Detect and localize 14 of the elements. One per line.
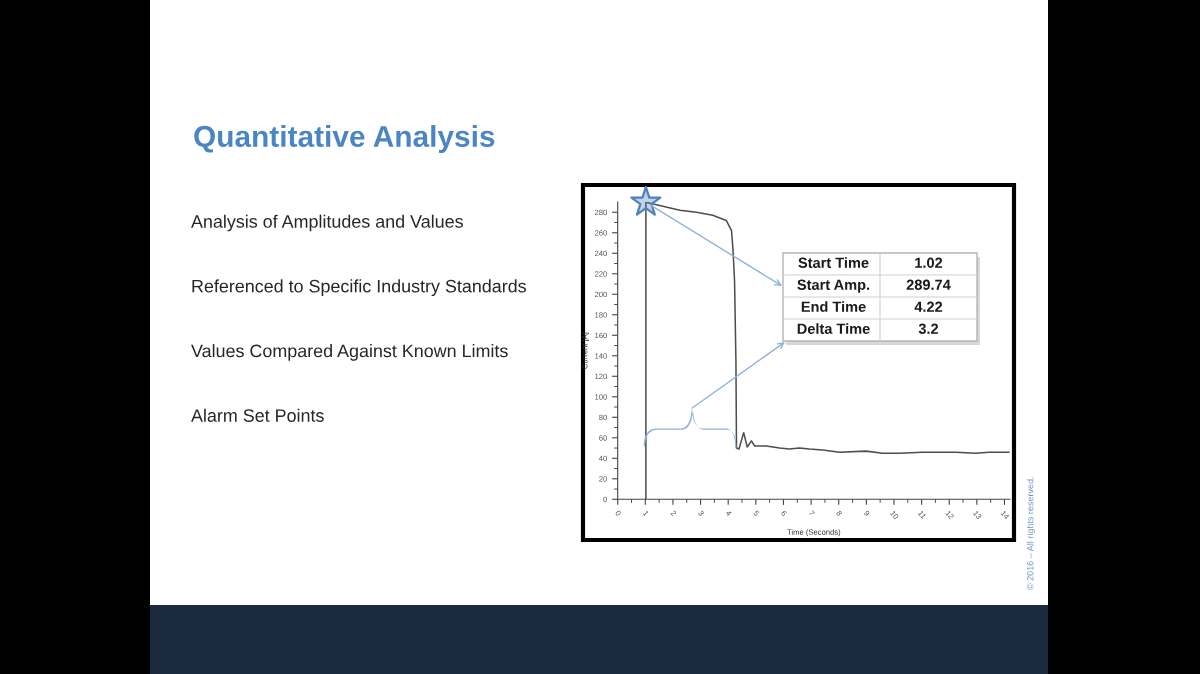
text: © 2016 – All rights reserved. [1026, 477, 1036, 590]
annotation: 289.74 [906, 279, 951, 290]
annotation: Start Time [798, 257, 869, 268]
annotation: End Time [801, 301, 866, 312]
annotation: Delta Time [797, 323, 870, 334]
annotation: 4.22 [914, 301, 943, 312]
annotation: 3.2 [918, 323, 939, 334]
text: Alarm Set Points [191, 408, 324, 422]
text: Quantitative Analysis [194, 125, 495, 153]
annotation: Start Amp. [797, 279, 870, 293]
text: Values Compared Against Known Limits [191, 344, 508, 361]
text: Referenced to Specific Industry Standards [192, 279, 526, 297]
text: Analysis of Amplitudes and Values [191, 214, 463, 232]
annotation: 1.02 [915, 257, 943, 268]
